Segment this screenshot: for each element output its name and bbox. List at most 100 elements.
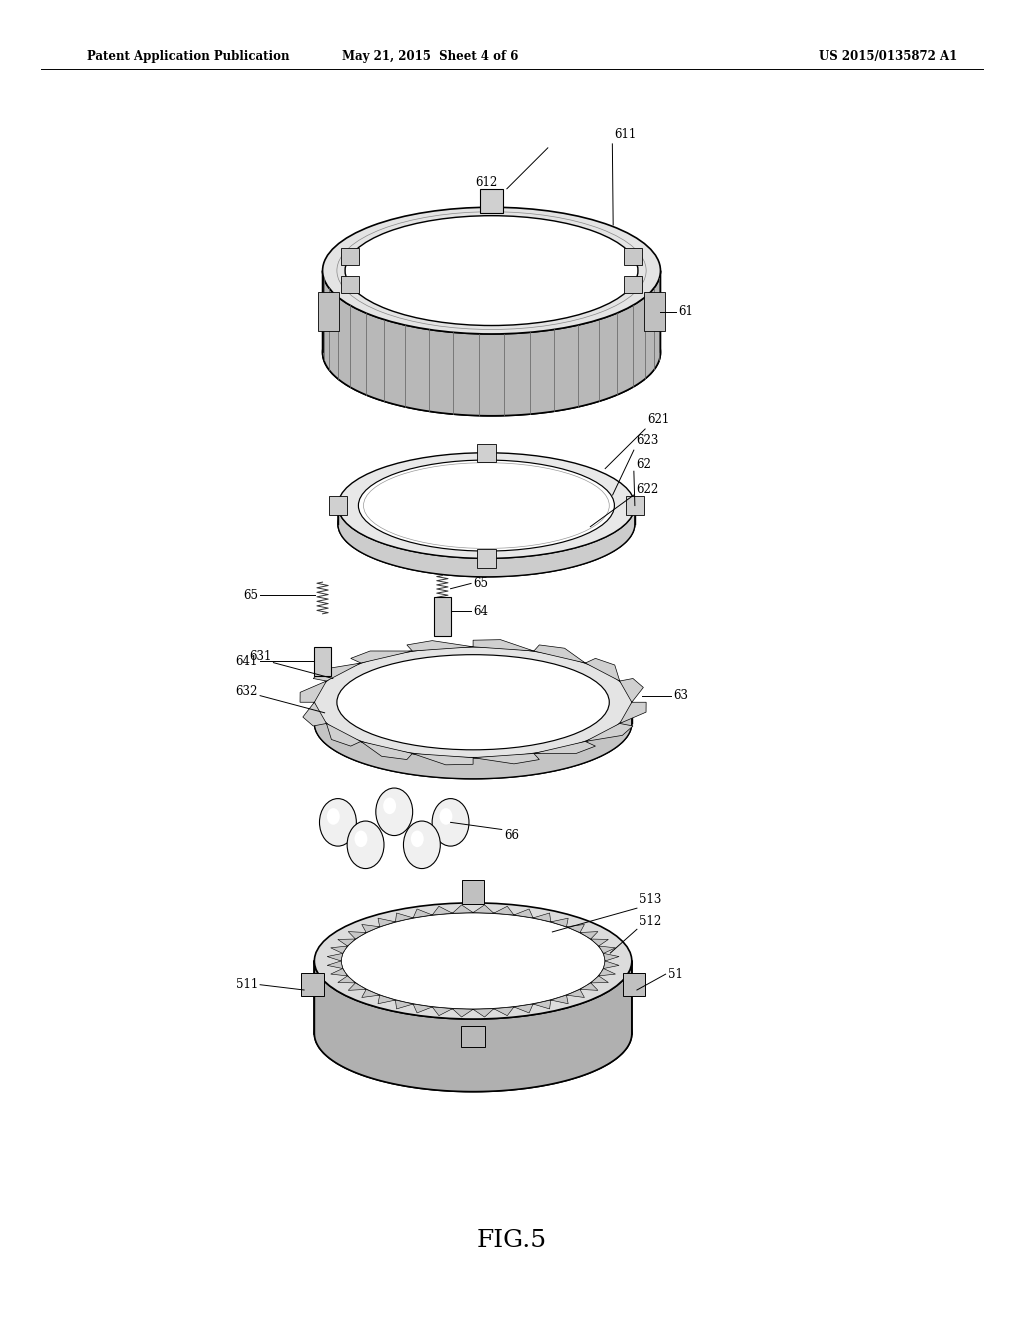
Circle shape bbox=[354, 830, 368, 847]
Polygon shape bbox=[303, 702, 327, 726]
Text: 64: 64 bbox=[473, 605, 488, 618]
Polygon shape bbox=[314, 702, 632, 779]
FancyBboxPatch shape bbox=[314, 647, 331, 676]
Text: 63: 63 bbox=[673, 689, 688, 702]
Polygon shape bbox=[494, 1007, 514, 1015]
Text: 51: 51 bbox=[668, 968, 683, 981]
Circle shape bbox=[432, 799, 469, 846]
Polygon shape bbox=[599, 946, 615, 953]
Ellipse shape bbox=[314, 903, 632, 1019]
Ellipse shape bbox=[338, 471, 635, 577]
Polygon shape bbox=[300, 681, 327, 702]
Ellipse shape bbox=[314, 647, 632, 758]
Text: 66: 66 bbox=[504, 829, 519, 842]
FancyBboxPatch shape bbox=[624, 248, 642, 265]
Text: 633: 633 bbox=[398, 748, 421, 762]
Polygon shape bbox=[327, 723, 360, 746]
Ellipse shape bbox=[323, 289, 660, 416]
Text: 512: 512 bbox=[639, 915, 662, 928]
Polygon shape bbox=[327, 961, 343, 969]
Polygon shape bbox=[599, 969, 615, 975]
Text: 611: 611 bbox=[614, 128, 637, 141]
Text: 61: 61 bbox=[678, 305, 693, 318]
Text: May 21, 2015  Sheet 4 of 6: May 21, 2015 Sheet 4 of 6 bbox=[342, 50, 518, 63]
Ellipse shape bbox=[314, 975, 632, 1092]
Polygon shape bbox=[473, 754, 540, 764]
Polygon shape bbox=[586, 723, 633, 742]
Polygon shape bbox=[566, 990, 585, 998]
Text: 62: 62 bbox=[636, 458, 651, 471]
Circle shape bbox=[403, 821, 440, 869]
FancyBboxPatch shape bbox=[626, 496, 644, 515]
FancyBboxPatch shape bbox=[301, 973, 324, 997]
Polygon shape bbox=[313, 663, 360, 681]
Polygon shape bbox=[620, 678, 643, 702]
FancyBboxPatch shape bbox=[624, 276, 642, 293]
Text: 641: 641 bbox=[236, 655, 258, 668]
Ellipse shape bbox=[323, 207, 660, 334]
Text: Patent Application Publication: Patent Application Publication bbox=[87, 50, 290, 63]
Polygon shape bbox=[534, 742, 596, 754]
Polygon shape bbox=[361, 990, 380, 998]
Text: US 2015/0135872 A1: US 2015/0135872 A1 bbox=[819, 50, 957, 63]
FancyBboxPatch shape bbox=[461, 1026, 485, 1047]
Polygon shape bbox=[603, 953, 620, 961]
FancyBboxPatch shape bbox=[341, 248, 359, 265]
FancyBboxPatch shape bbox=[477, 444, 496, 462]
Polygon shape bbox=[331, 969, 347, 975]
Circle shape bbox=[411, 830, 424, 847]
FancyBboxPatch shape bbox=[341, 276, 359, 293]
FancyBboxPatch shape bbox=[480, 189, 503, 213]
Polygon shape bbox=[395, 1001, 413, 1008]
Polygon shape bbox=[551, 995, 568, 1003]
Polygon shape bbox=[580, 983, 598, 990]
FancyBboxPatch shape bbox=[462, 880, 484, 904]
Text: 632: 632 bbox=[519, 748, 542, 762]
Circle shape bbox=[439, 808, 453, 825]
Ellipse shape bbox=[358, 461, 614, 550]
Polygon shape bbox=[591, 975, 608, 983]
Polygon shape bbox=[413, 1005, 432, 1012]
Polygon shape bbox=[534, 1001, 551, 1008]
Polygon shape bbox=[413, 909, 432, 917]
Polygon shape bbox=[494, 907, 514, 915]
Ellipse shape bbox=[341, 912, 605, 1010]
Polygon shape bbox=[361, 924, 380, 932]
Text: 511: 511 bbox=[236, 978, 258, 991]
FancyBboxPatch shape bbox=[623, 973, 645, 997]
Polygon shape bbox=[348, 932, 367, 939]
Text: 622: 622 bbox=[636, 483, 658, 496]
FancyBboxPatch shape bbox=[644, 292, 665, 331]
Circle shape bbox=[383, 797, 396, 814]
Polygon shape bbox=[395, 913, 413, 921]
Polygon shape bbox=[566, 924, 585, 932]
Polygon shape bbox=[350, 651, 413, 663]
Text: 612: 612 bbox=[475, 176, 498, 189]
Polygon shape bbox=[348, 983, 367, 990]
Circle shape bbox=[376, 788, 413, 836]
Polygon shape bbox=[514, 909, 534, 917]
FancyBboxPatch shape bbox=[318, 292, 339, 331]
Polygon shape bbox=[473, 1008, 494, 1016]
Circle shape bbox=[319, 799, 356, 846]
Polygon shape bbox=[314, 961, 632, 1092]
Polygon shape bbox=[453, 1008, 473, 1016]
Polygon shape bbox=[327, 953, 343, 961]
Text: 65: 65 bbox=[243, 589, 258, 602]
FancyBboxPatch shape bbox=[477, 549, 496, 568]
Text: 65: 65 bbox=[473, 577, 488, 590]
Polygon shape bbox=[534, 645, 586, 663]
Polygon shape bbox=[453, 906, 473, 913]
Polygon shape bbox=[534, 913, 551, 921]
Text: 621: 621 bbox=[647, 413, 670, 426]
Polygon shape bbox=[603, 961, 620, 969]
Polygon shape bbox=[620, 702, 646, 723]
Polygon shape bbox=[551, 919, 568, 927]
Circle shape bbox=[347, 821, 384, 869]
FancyBboxPatch shape bbox=[434, 597, 451, 636]
Polygon shape bbox=[323, 271, 660, 416]
Polygon shape bbox=[331, 946, 347, 953]
Polygon shape bbox=[338, 939, 355, 946]
Polygon shape bbox=[580, 932, 598, 939]
Polygon shape bbox=[432, 907, 453, 915]
